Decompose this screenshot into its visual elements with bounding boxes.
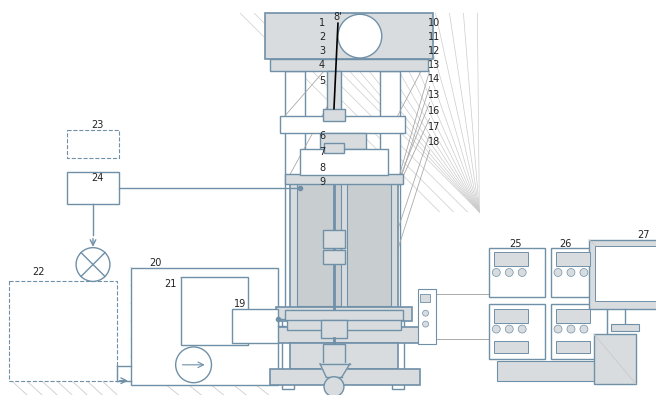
Text: 8': 8' xyxy=(334,12,342,22)
Bar xyxy=(489,304,545,359)
Text: 20: 20 xyxy=(150,257,162,268)
Bar xyxy=(285,310,403,320)
Bar xyxy=(287,318,401,330)
Bar xyxy=(323,344,345,364)
Bar xyxy=(327,71,341,116)
Text: 6: 6 xyxy=(319,131,325,141)
Circle shape xyxy=(338,14,382,58)
Text: 10: 10 xyxy=(428,18,441,28)
Text: 1: 1 xyxy=(319,18,325,28)
Bar xyxy=(323,249,345,263)
Bar xyxy=(321,320,347,338)
Bar xyxy=(297,182,341,306)
Bar xyxy=(290,343,397,369)
Bar xyxy=(290,178,397,312)
Text: 22: 22 xyxy=(32,267,45,278)
Bar xyxy=(131,268,278,385)
Text: 14: 14 xyxy=(428,74,441,84)
Circle shape xyxy=(554,325,562,333)
Text: 11: 11 xyxy=(428,32,441,42)
Bar xyxy=(420,294,430,302)
Bar xyxy=(556,251,590,266)
Circle shape xyxy=(567,268,575,276)
Bar xyxy=(556,341,590,353)
Bar xyxy=(589,240,657,309)
Circle shape xyxy=(580,268,588,276)
Bar xyxy=(380,71,399,309)
Bar xyxy=(285,71,305,309)
Bar xyxy=(270,59,428,71)
Bar xyxy=(494,309,528,323)
Bar xyxy=(181,278,248,345)
Circle shape xyxy=(422,310,428,316)
Circle shape xyxy=(175,347,212,383)
Bar xyxy=(270,369,420,385)
Circle shape xyxy=(422,321,428,327)
Text: 19: 19 xyxy=(235,299,246,309)
Bar xyxy=(489,248,545,297)
Bar xyxy=(285,174,403,184)
Polygon shape xyxy=(320,364,350,377)
Text: 7: 7 xyxy=(319,147,325,157)
Bar xyxy=(67,172,119,204)
Circle shape xyxy=(567,325,575,333)
Text: 3: 3 xyxy=(319,46,325,56)
Text: 26: 26 xyxy=(559,239,571,249)
Text: 9: 9 xyxy=(319,177,325,187)
Bar xyxy=(556,309,590,323)
Bar xyxy=(323,109,345,120)
Bar xyxy=(276,307,412,321)
Bar xyxy=(551,248,607,297)
Circle shape xyxy=(76,248,110,282)
Text: 25: 25 xyxy=(509,239,522,249)
Text: 12: 12 xyxy=(428,46,441,56)
Bar xyxy=(323,230,345,248)
Bar xyxy=(347,182,391,306)
Bar xyxy=(263,327,424,343)
Circle shape xyxy=(505,268,513,276)
Circle shape xyxy=(492,268,500,276)
Bar xyxy=(494,251,528,266)
Bar xyxy=(418,289,436,344)
Bar xyxy=(551,304,607,359)
Bar xyxy=(594,334,636,384)
Circle shape xyxy=(518,268,526,276)
Text: 24: 24 xyxy=(91,173,103,183)
Bar xyxy=(320,133,366,149)
Text: 5: 5 xyxy=(319,76,325,86)
Bar xyxy=(283,309,294,388)
Circle shape xyxy=(505,325,513,333)
Text: 2: 2 xyxy=(319,32,325,42)
Bar xyxy=(324,143,344,153)
Bar xyxy=(265,13,432,59)
Circle shape xyxy=(324,377,344,396)
Text: 16: 16 xyxy=(428,106,441,116)
Circle shape xyxy=(580,325,588,333)
Bar xyxy=(392,309,403,388)
Text: 8: 8 xyxy=(319,163,325,173)
Bar xyxy=(280,116,405,133)
Bar xyxy=(595,246,657,301)
Bar xyxy=(497,361,597,381)
Text: 23: 23 xyxy=(91,120,103,129)
Text: 4: 4 xyxy=(319,60,325,70)
Bar xyxy=(300,149,388,175)
Bar xyxy=(233,309,278,343)
Bar xyxy=(67,130,119,158)
Text: 27: 27 xyxy=(637,230,650,240)
Text: 13: 13 xyxy=(428,90,441,100)
Circle shape xyxy=(554,268,562,276)
Bar xyxy=(494,341,528,353)
Text: 21: 21 xyxy=(164,280,177,289)
Text: 18: 18 xyxy=(428,137,441,147)
Circle shape xyxy=(518,325,526,333)
Circle shape xyxy=(492,325,500,333)
Bar xyxy=(9,282,117,381)
Text: 17: 17 xyxy=(428,122,441,131)
Bar xyxy=(611,324,639,331)
Text: 13: 13 xyxy=(428,60,441,70)
